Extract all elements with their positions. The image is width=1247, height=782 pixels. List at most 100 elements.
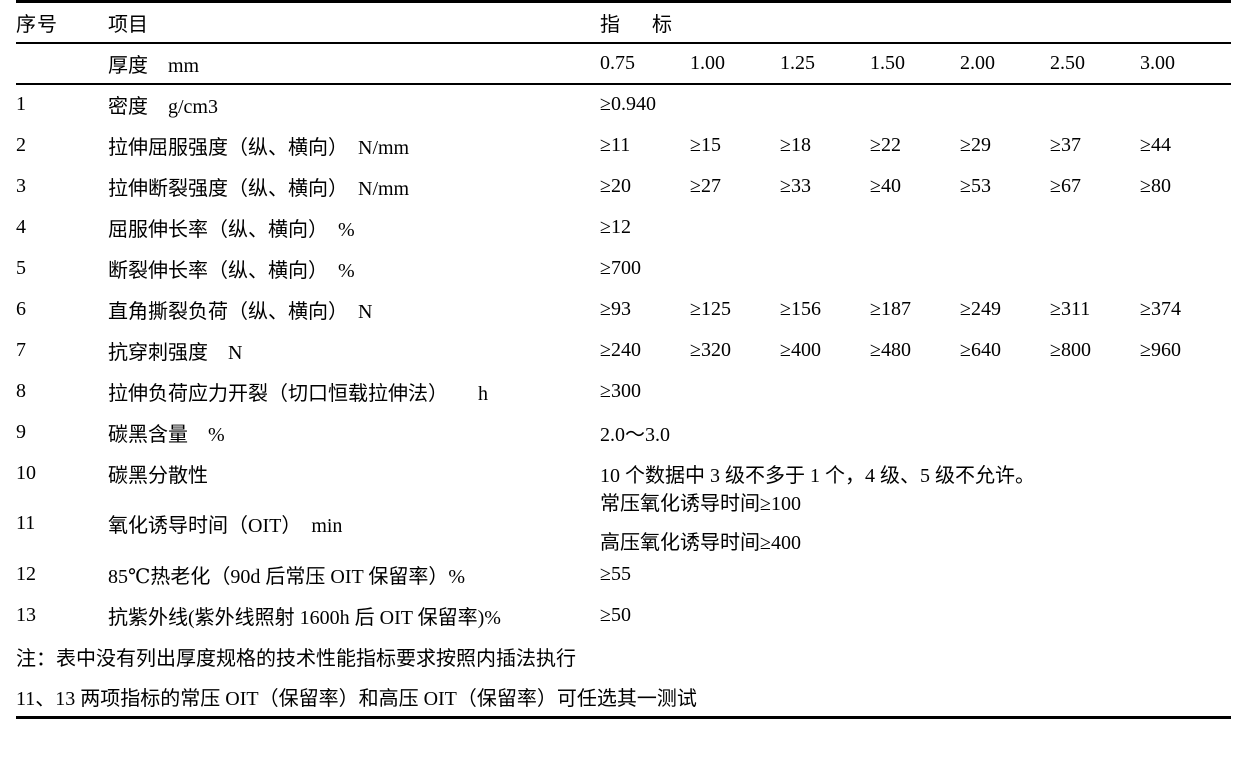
row-value-6: ≥374 — [1140, 297, 1181, 320]
table-note-row-2: 11、13 两项指标的常压 OIT（保留率）和高压 OIT（保留率）可任选其一测… — [16, 676, 1232, 719]
row-serial-number: 2 — [16, 133, 26, 156]
row-serial-number: 9 — [16, 420, 26, 443]
table-row: 11 氧化诱导时间（OIT） min 常压氧化诱导时间≥100 高压氧化诱导时间≥40… — [16, 492, 1231, 554]
row-value-span: 2.0～3.0 — [600, 423, 670, 446]
row-item-label: 密度 g/cm3 — [108, 82, 600, 125]
row-value-6: ≥44 — [1140, 133, 1171, 156]
row-item-label: 屈服伸长率（纵、横向） % — [108, 218, 355, 241]
row-value-5: ≥67 — [1050, 174, 1081, 197]
row-value-1: ≥15 — [690, 133, 721, 156]
thickness-value-3: 1.50 — [870, 51, 905, 74]
row-value-3: ≥187 — [870, 297, 911, 320]
header-indicator-char-1: 指 — [600, 13, 620, 36]
header-item-char-2: 目 — [128, 13, 148, 36]
row-value-5: ≥311 — [1050, 297, 1091, 320]
row-item-label: 抗穿刺强度 N — [108, 341, 243, 364]
table-row: 3 拉伸断裂强度（纵、横向） N/mm ≥20 ≥27 ≥33 ≥40 ≥53 ≥67 ≥80 — [16, 166, 1231, 207]
header-cell-item: 项目 — [108, 0, 600, 44]
header-item-char-1: 项 — [108, 13, 128, 36]
thickness-value-5: 2.50 — [1050, 51, 1085, 74]
row-serial-number — [16, 43, 108, 84]
table-row: 5 断裂伸长率（纵、横向） % ≥700 — [16, 248, 1231, 289]
row-value-2: ≥18 — [780, 133, 811, 156]
row-value-4: ≥249 — [960, 297, 1001, 320]
note-text-2: 11、13 两项指标的常压 OIT（保留率）和高压 OIT（保留率）可任选其一测… — [16, 676, 1232, 719]
table-note-row-1: 注：表中没有列出厚度规格的技术性能指标要求按照内插法执行 — [16, 636, 1231, 677]
row-value-3: ≥480 — [870, 338, 911, 361]
row-value-6: ≥80 — [1140, 174, 1171, 197]
row-item-label: 厚度 mm — [108, 54, 200, 77]
table-row-thickness: 厚度 mm 0.75 1.00 1.25 1.50 2.00 2.50 3.00 — [16, 43, 1231, 84]
row-item-label: 拉伸断裂强度（纵、横向） N/mm — [108, 177, 410, 200]
row-serial-number: 8 — [16, 379, 26, 402]
header-cell-indicator: 指标 — [600, 0, 1232, 44]
row-item-label: 拉伸负荷应力开裂（切口恒载拉伸法） h — [108, 382, 488, 405]
row-serial-number: 5 — [16, 256, 26, 279]
row-value-4: ≥640 — [960, 338, 1001, 361]
row-item-label: 85℃热老化（90d 后常压 OIT 保留率）% — [108, 565, 465, 588]
row-value-stack-line-0: 常压氧化诱导时间≥100 — [600, 492, 801, 515]
table-row: 1 密度 g/cm3 ≥0.940 — [16, 82, 1232, 125]
row-item-label: 断裂伸长率（纵、横向） % — [108, 259, 355, 282]
row-value-centered: ≥12 — [600, 215, 631, 238]
row-value-span: ≥55 — [600, 562, 631, 585]
note-text-1: 注：表中没有列出厚度规格的技术性能指标要求按照内插法执行 — [16, 647, 576, 670]
row-value-centered: ≥700 — [600, 256, 641, 279]
row-value-6: ≥960 — [1140, 338, 1181, 361]
thickness-value-4: 2.00 — [960, 51, 995, 74]
header-cell-serial-number: 序号 — [16, 0, 108, 44]
row-value-2: ≥400 — [780, 338, 821, 361]
row-serial-number: 12 — [16, 562, 36, 585]
table-row: 12 85℃热老化（90d 后常压 OIT 保留率）% ≥55 — [16, 554, 1231, 595]
row-value-span: ≥300 — [600, 379, 641, 402]
row-serial-number: 13 — [16, 603, 36, 626]
row-value-1: ≥320 — [690, 338, 731, 361]
thickness-value-2: 1.25 — [780, 51, 815, 74]
row-value-stack-lines: 常压氧化诱导时间≥100 高压氧化诱导时间≥400 — [600, 492, 1231, 554]
row-value-centered: ≥0.940 — [600, 82, 1232, 125]
row-serial-number: 6 — [16, 297, 26, 320]
row-value-0: ≥93 — [600, 297, 631, 320]
row-serial-number: 7 — [16, 338, 26, 361]
table-row: 8 拉伸负荷应力开裂（切口恒载拉伸法） h ≥300 — [16, 371, 1231, 412]
row-value-span: ≥50 — [600, 603, 631, 626]
row-value-stack: 常压氧化诱导时间≥100 高压氧化诱导时间≥400 — [600, 492, 1231, 554]
row-value-5: ≥800 — [1050, 338, 1091, 361]
table-row: 9 碳黑含量 % 2.0～3.0 — [16, 412, 1231, 453]
row-value-span: 10 个数据中 3 级不多于 1 个，4 级、5 级不允许。 — [600, 464, 1035, 487]
row-value-0: ≥20 — [600, 174, 631, 197]
row-serial-number: 10 — [16, 461, 36, 484]
row-value-2: ≥156 — [780, 297, 821, 320]
row-value-stack-line-1: 高压氧化诱导时间≥400 — [600, 531, 801, 554]
thickness-value-0: 0.75 — [600, 51, 635, 74]
header-indicator-char-2: 标 — [652, 13, 672, 36]
row-value-5: ≥37 — [1050, 133, 1081, 156]
row-value-1: ≥27 — [690, 174, 721, 197]
row-value-4: ≥29 — [960, 133, 991, 156]
table-row: 6 直角撕裂负荷（纵、横向） N ≥93 ≥125 ≥156 ≥187 ≥249 ≥311 ≥3… — [16, 289, 1231, 330]
row-item-label: 氧化诱导时间（OIT） min — [108, 515, 343, 537]
row-item-label: 碳黑含量 % — [108, 423, 225, 446]
row-value-3: ≥22 — [870, 133, 901, 156]
row-serial-number: 3 — [16, 174, 26, 197]
row-item-label: 拉伸屈服强度（纵、横向） N/mm — [108, 136, 410, 159]
table-row: 10 碳黑分散性 10 个数据中 3 级不多于 1 个，4 级、5 级不允许。 — [16, 453, 1231, 494]
row-value-3: ≥40 — [870, 174, 901, 197]
row-item-label: 抗紫外线(紫外线照射 1600h 后 OIT 保留率)% — [108, 606, 501, 629]
table-row: 13 抗紫外线(紫外线照射 1600h 后 OIT 保留率)% ≥50 — [16, 595, 1231, 636]
table-row: 7 抗穿刺强度 N ≥240 ≥320 ≥400 ≥480 ≥640 ≥800 ≥960 — [16, 330, 1231, 371]
row-item-label: 直角撕裂负荷（纵、横向） N — [108, 300, 373, 323]
table-row: 4 屈服伸长率（纵、横向） % ≥12 — [16, 207, 1231, 248]
table-body: 序号 项目 指标 厚度 mm 0.75 1.00 1.25 1.50 2.00 … — [16, 0, 1232, 719]
row-item-label: 碳黑分散性 — [108, 464, 208, 487]
row-value-1: ≥125 — [690, 297, 731, 320]
row-serial-number: 4 — [16, 215, 26, 238]
row-value-4: ≥53 — [960, 174, 991, 197]
table-row: 2 拉伸屈服强度（纵、横向） N/mm ≥11 ≥15 ≥18 ≥22 ≥29 ≥37 ≥44 — [16, 125, 1231, 166]
row-value-0: ≥11 — [600, 133, 631, 156]
row-serial-number: 11 — [16, 512, 36, 534]
row-value-2: ≥33 — [780, 174, 811, 197]
row-serial-number: 1 — [16, 82, 108, 125]
table-header-row: 序号 项目 指标 — [16, 0, 1232, 44]
